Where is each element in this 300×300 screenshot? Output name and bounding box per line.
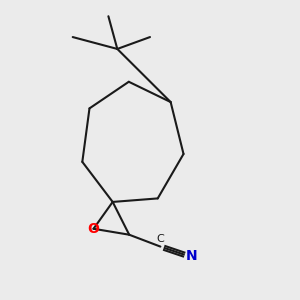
Text: O: O: [88, 222, 100, 236]
Text: C: C: [157, 234, 164, 244]
Text: N: N: [186, 249, 197, 263]
